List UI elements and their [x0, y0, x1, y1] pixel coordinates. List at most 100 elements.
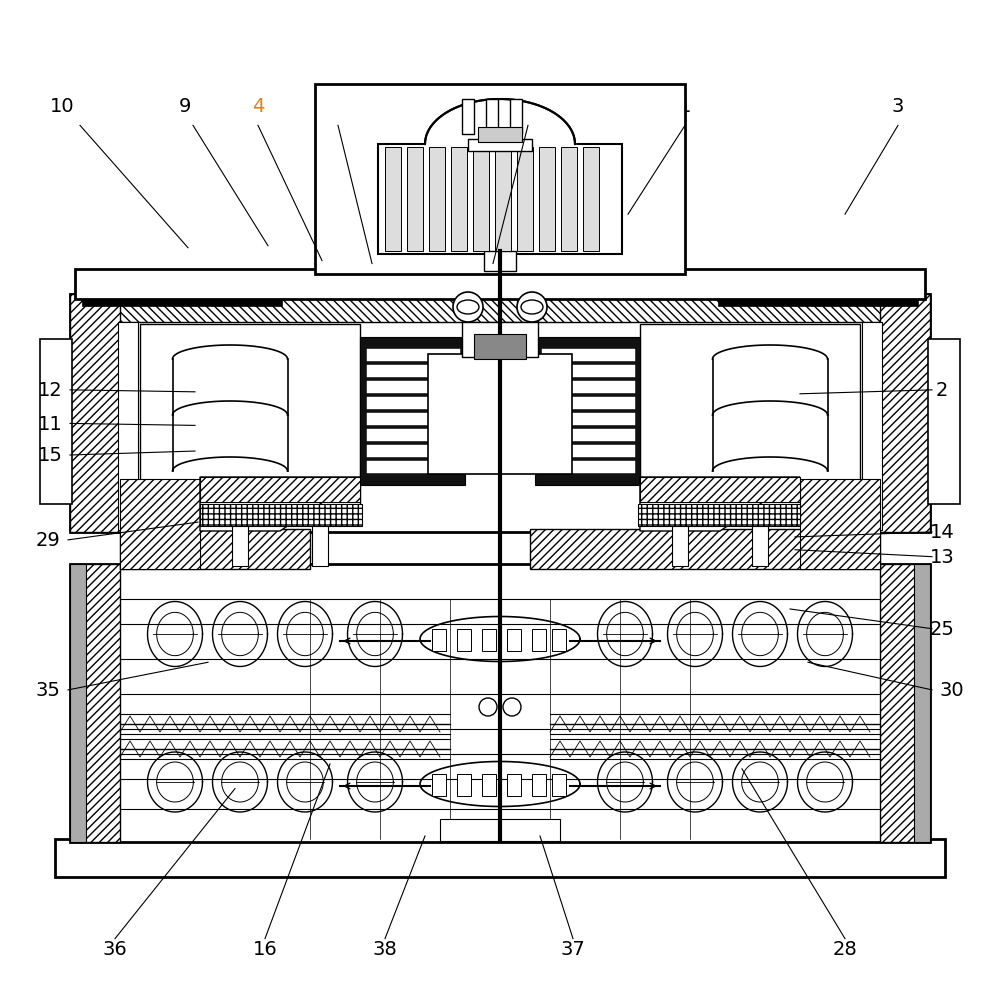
Polygon shape: [200, 477, 360, 503]
Bar: [880, 564, 930, 842]
Bar: [378, 145, 622, 254]
Bar: [432, 629, 446, 652]
Bar: [70, 564, 930, 842]
Polygon shape: [800, 479, 880, 570]
Bar: [542, 430, 635, 442]
Bar: [672, 527, 688, 566]
Bar: [482, 774, 496, 796]
Text: 14: 14: [930, 523, 954, 542]
Bar: [561, 148, 577, 251]
Text: 38: 38: [373, 939, 397, 958]
Bar: [70, 295, 930, 532]
Bar: [552, 774, 566, 796]
Bar: [914, 564, 930, 842]
Bar: [407, 148, 423, 251]
Bar: [432, 774, 446, 796]
Text: 9: 9: [179, 97, 191, 116]
Bar: [552, 629, 566, 652]
Bar: [457, 629, 471, 652]
Text: 4: 4: [252, 97, 264, 116]
Bar: [440, 819, 560, 841]
Bar: [367, 413, 460, 426]
Bar: [70, 564, 86, 842]
Text: 15: 15: [38, 446, 62, 465]
Text: 25: 25: [930, 619, 954, 639]
Bar: [542, 350, 635, 362]
Polygon shape: [530, 529, 880, 570]
Bar: [517, 148, 533, 251]
Bar: [473, 148, 489, 251]
Bar: [542, 382, 635, 393]
Text: 16: 16: [253, 939, 277, 958]
Bar: [583, 148, 599, 251]
Bar: [457, 774, 471, 796]
Bar: [118, 322, 138, 530]
Bar: [70, 295, 120, 532]
Circle shape: [479, 698, 497, 716]
Polygon shape: [120, 479, 200, 570]
Text: 35: 35: [36, 680, 60, 700]
Bar: [478, 128, 522, 143]
Bar: [752, 527, 768, 566]
Bar: [367, 350, 460, 362]
Text: 11: 11: [38, 414, 62, 434]
Bar: [482, 629, 496, 652]
Bar: [542, 413, 635, 426]
Bar: [367, 366, 460, 378]
Text: 10: 10: [50, 97, 74, 116]
Text: 28: 28: [833, 939, 857, 958]
Ellipse shape: [457, 301, 479, 315]
Bar: [542, 366, 635, 378]
Polygon shape: [640, 477, 800, 531]
Bar: [428, 355, 572, 474]
Bar: [507, 629, 521, 652]
Text: 5: 5: [332, 97, 344, 116]
Bar: [429, 148, 445, 251]
Text: 1: 1: [679, 97, 691, 116]
Bar: [367, 446, 460, 458]
Bar: [367, 397, 460, 409]
Text: 30: 30: [940, 680, 964, 700]
Bar: [862, 322, 882, 530]
Bar: [542, 446, 635, 458]
Text: 6: 6: [522, 97, 534, 116]
Text: 36: 36: [103, 939, 127, 958]
Polygon shape: [640, 477, 800, 503]
Bar: [542, 461, 635, 473]
Polygon shape: [200, 477, 360, 531]
Bar: [462, 100, 474, 135]
Bar: [532, 629, 546, 652]
Text: 29: 29: [36, 530, 60, 550]
Bar: [367, 461, 460, 473]
Bar: [462, 322, 538, 358]
Bar: [486, 100, 498, 135]
Bar: [367, 430, 460, 442]
Bar: [507, 774, 521, 796]
Circle shape: [453, 293, 483, 322]
Polygon shape: [120, 529, 310, 570]
Bar: [468, 140, 532, 152]
Bar: [474, 334, 526, 360]
Bar: [484, 251, 516, 272]
Ellipse shape: [521, 301, 543, 315]
Bar: [75, 270, 925, 300]
Bar: [718, 295, 918, 307]
Bar: [312, 527, 328, 566]
Bar: [539, 148, 555, 251]
Bar: [542, 397, 635, 409]
Bar: [70, 295, 930, 322]
Text: 3: 3: [892, 97, 904, 116]
Text: 12: 12: [38, 381, 62, 400]
Bar: [532, 774, 546, 796]
Bar: [140, 324, 360, 525]
Bar: [495, 148, 511, 251]
Bar: [928, 339, 960, 505]
Bar: [55, 839, 945, 878]
Text: 37: 37: [561, 939, 585, 958]
Bar: [200, 505, 362, 527]
Bar: [70, 564, 120, 842]
Bar: [385, 148, 401, 251]
Bar: [40, 339, 72, 505]
Bar: [535, 337, 640, 485]
Bar: [640, 324, 860, 525]
